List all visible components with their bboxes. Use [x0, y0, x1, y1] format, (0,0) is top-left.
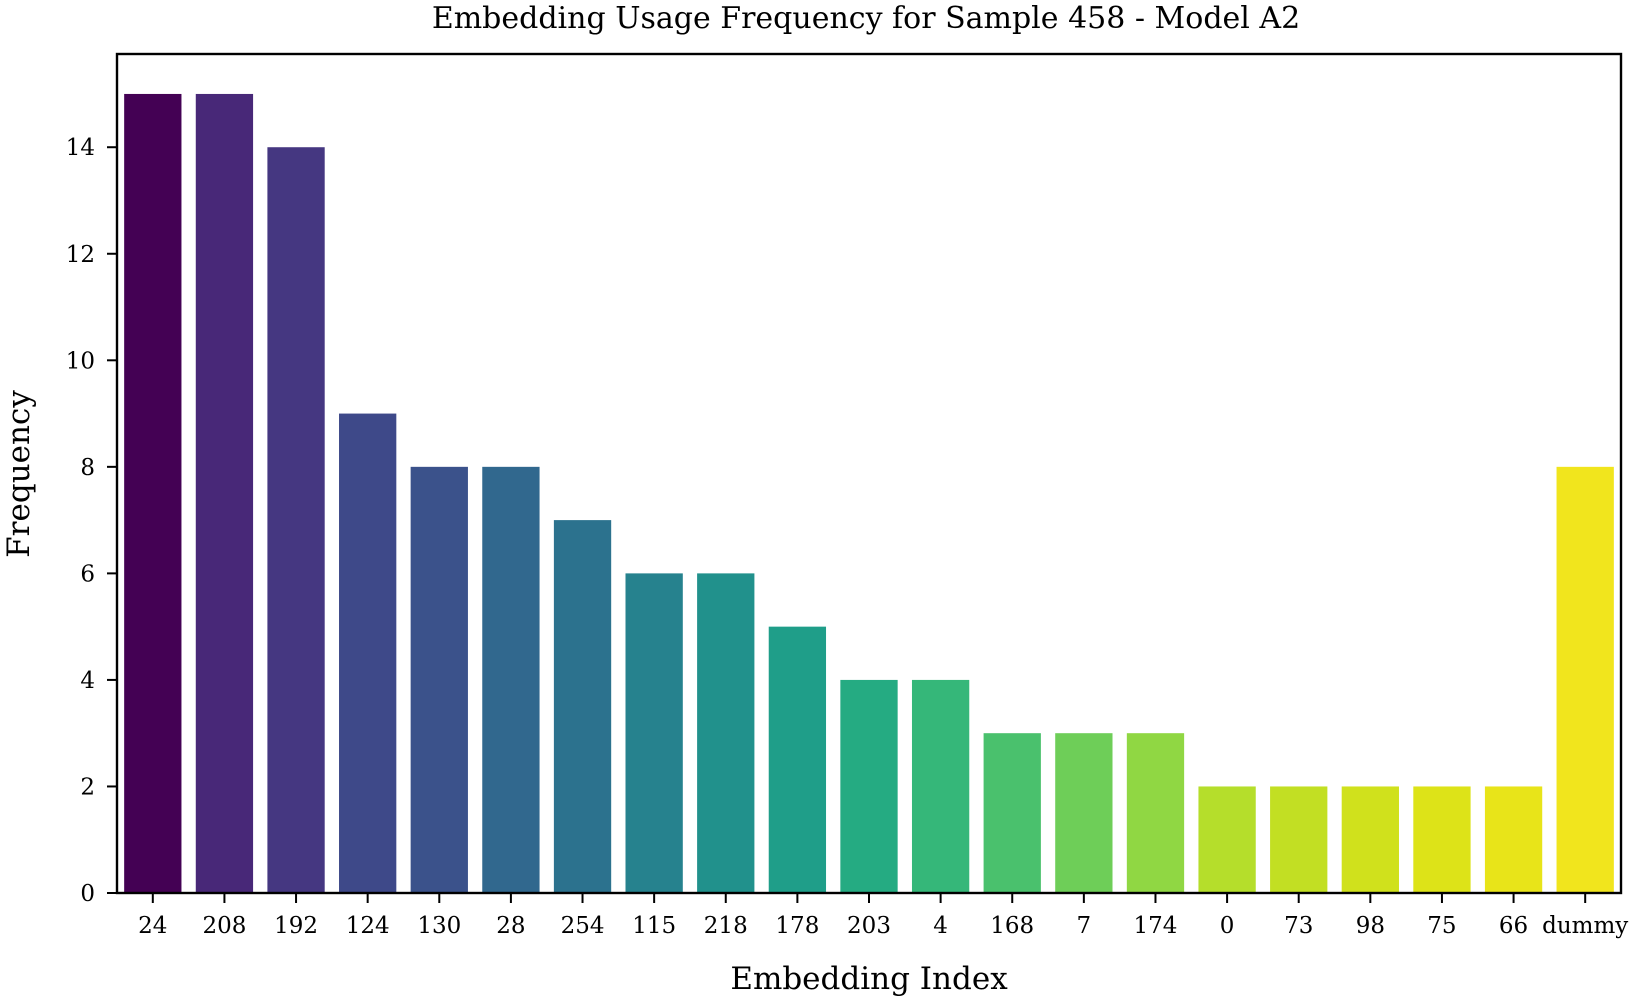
bar-115: [625, 573, 683, 893]
x-tick-label: 75: [1427, 913, 1456, 939]
x-tick-label: 192: [274, 913, 318, 939]
bar-218: [697, 573, 755, 893]
y-tick-label: 2: [80, 774, 95, 800]
x-tick-label: 73: [1284, 913, 1313, 939]
bar-168: [983, 733, 1041, 893]
x-tick-label: dummy: [1542, 913, 1628, 939]
bar-192: [267, 147, 325, 894]
bar-203: [840, 679, 898, 893]
bar-73: [1270, 786, 1328, 893]
bar-7: [1055, 733, 1113, 893]
x-tick-label: 28: [496, 913, 525, 939]
x-tick-label: 124: [346, 913, 390, 939]
bar-28: [482, 466, 540, 893]
x-tick-label: 4: [933, 913, 948, 939]
x-axis-label: Embedding Index: [730, 961, 1008, 997]
bar-174: [1126, 733, 1185, 893]
y-tick-label: 12: [66, 242, 95, 268]
bar-0: [1198, 786, 1256, 893]
bar-24: [124, 93, 182, 893]
y-axis-ticks: 0 2 4 6 8 10 12 14: [66, 135, 117, 907]
y-tick-label: 4: [80, 668, 95, 694]
x-tick-label: 130: [417, 913, 461, 939]
x-tick-label: 174: [1134, 913, 1178, 939]
bar-98: [1341, 786, 1399, 893]
x-tick-label: 168: [990, 913, 1034, 939]
bar-178: [768, 626, 827, 893]
bar-124: [339, 413, 397, 893]
y-tick-label: 8: [80, 455, 95, 481]
bar-254: [553, 520, 612, 893]
x-axis-ticks: 24 208 192 124 130 28 254 115 218 178 203 4 168 7 174 0…: [138, 893, 1628, 939]
bar-4: [911, 679, 970, 893]
bar-130: [410, 466, 468, 893]
x-tick-label: 254: [561, 913, 605, 939]
x-tick-label: 0: [1220, 913, 1235, 939]
bar-66: [1484, 786, 1543, 893]
bar-208: [195, 93, 254, 893]
bar-dummy: [1556, 466, 1614, 893]
bars-group: [124, 93, 1614, 894]
y-tick-label: 10: [66, 348, 95, 374]
y-tick-label: 0: [80, 881, 95, 907]
x-tick-label: 203: [847, 913, 891, 939]
chart-title: Embedding Usage Frequency for Sample 458…: [432, 1, 1300, 36]
x-tick-label: 208: [202, 913, 246, 939]
x-tick-label: 66: [1499, 913, 1528, 939]
y-tick-label: 14: [66, 135, 95, 161]
x-tick-label: 218: [704, 913, 748, 939]
bar-75: [1413, 786, 1471, 893]
y-axis-label: Frequency: [1, 390, 37, 558]
x-tick-label: 98: [1356, 913, 1385, 939]
x-tick-label: 178: [775, 913, 819, 939]
x-tick-label: 115: [632, 913, 676, 939]
x-tick-label: 7: [1077, 913, 1092, 939]
y-tick-label: 6: [80, 561, 95, 587]
x-tick-label: 24: [138, 913, 167, 939]
